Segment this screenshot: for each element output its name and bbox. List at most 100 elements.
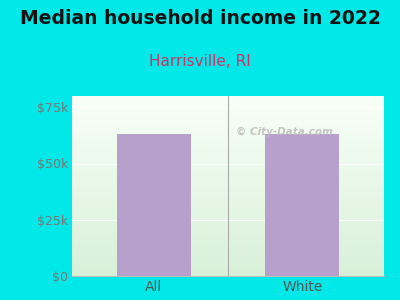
Bar: [72, 252, 384, 253]
Bar: [72, 242, 384, 243]
Bar: [72, 100, 384, 101]
Bar: [72, 255, 384, 256]
Bar: [72, 107, 384, 108]
Bar: [72, 103, 384, 104]
Bar: [72, 253, 384, 254]
Bar: [72, 247, 384, 248]
Bar: [72, 145, 384, 146]
Bar: [72, 173, 384, 174]
Bar: [72, 165, 384, 166]
Bar: [72, 158, 384, 159]
Bar: [72, 267, 384, 268]
Bar: [72, 266, 384, 267]
Bar: [72, 160, 384, 161]
Bar: [72, 111, 384, 112]
Bar: [72, 212, 384, 213]
Bar: [72, 177, 384, 178]
Bar: [72, 194, 384, 195]
Bar: [72, 162, 384, 163]
Bar: [72, 97, 384, 98]
Bar: [72, 240, 384, 241]
Bar: [72, 236, 384, 237]
Bar: [72, 115, 384, 116]
Bar: [72, 178, 384, 179]
Bar: [72, 259, 384, 260]
Bar: [72, 108, 384, 109]
Bar: [72, 210, 384, 211]
Bar: [72, 106, 384, 107]
Bar: [72, 269, 384, 270]
Text: © City-Data.com: © City-Data.com: [236, 127, 332, 137]
Bar: [72, 122, 384, 123]
Bar: [72, 220, 384, 221]
Bar: [72, 112, 384, 113]
Bar: [72, 170, 384, 171]
Bar: [72, 186, 384, 187]
Bar: [72, 144, 384, 145]
Bar: [72, 209, 384, 210]
Bar: [72, 171, 384, 172]
Bar: [72, 211, 384, 212]
Bar: [72, 199, 384, 200]
Bar: [72, 130, 384, 131]
Bar: [72, 214, 384, 215]
Bar: [72, 175, 384, 176]
Bar: [72, 193, 384, 194]
Bar: [72, 113, 384, 114]
Bar: [72, 155, 384, 156]
Bar: [72, 136, 384, 137]
Bar: [72, 268, 384, 269]
Bar: [72, 143, 384, 144]
Bar: [72, 137, 384, 138]
Bar: [72, 235, 384, 236]
Bar: [72, 201, 384, 202]
Bar: [72, 248, 384, 249]
Bar: [72, 96, 384, 97]
Bar: [72, 192, 384, 193]
Bar: [72, 245, 384, 246]
Bar: [72, 232, 384, 233]
Bar: [72, 138, 384, 139]
Bar: [72, 191, 384, 192]
Bar: [72, 121, 384, 122]
Bar: [72, 141, 384, 142]
Bar: [72, 205, 384, 206]
Bar: [72, 233, 384, 234]
Bar: [72, 151, 384, 152]
Bar: [72, 119, 384, 120]
Bar: [72, 221, 384, 222]
Bar: [72, 168, 384, 169]
Bar: [72, 239, 384, 240]
Bar: [72, 257, 384, 258]
Bar: [72, 196, 384, 197]
Bar: [72, 163, 384, 164]
Bar: [72, 132, 384, 133]
Bar: [72, 208, 384, 209]
Bar: [72, 237, 384, 238]
Bar: [72, 117, 384, 118]
Bar: [72, 120, 384, 121]
Bar: [72, 159, 384, 160]
Bar: [72, 224, 384, 225]
Bar: [72, 105, 384, 106]
Bar: [72, 116, 384, 117]
Bar: [72, 140, 384, 141]
Bar: [72, 169, 384, 170]
Bar: [72, 153, 384, 154]
Bar: [72, 127, 384, 128]
Bar: [72, 195, 384, 196]
Bar: [72, 265, 384, 266]
Bar: [72, 271, 384, 272]
Bar: [72, 223, 384, 224]
Bar: [72, 231, 384, 232]
Text: Harrisville, RI: Harrisville, RI: [149, 54, 251, 69]
Bar: [72, 167, 384, 168]
Bar: [72, 219, 384, 220]
Bar: [72, 152, 384, 153]
Bar: [72, 264, 384, 265]
Bar: [72, 270, 384, 271]
Bar: [72, 243, 384, 244]
Bar: [72, 250, 384, 251]
Bar: [72, 273, 384, 274]
Bar: [72, 213, 384, 214]
